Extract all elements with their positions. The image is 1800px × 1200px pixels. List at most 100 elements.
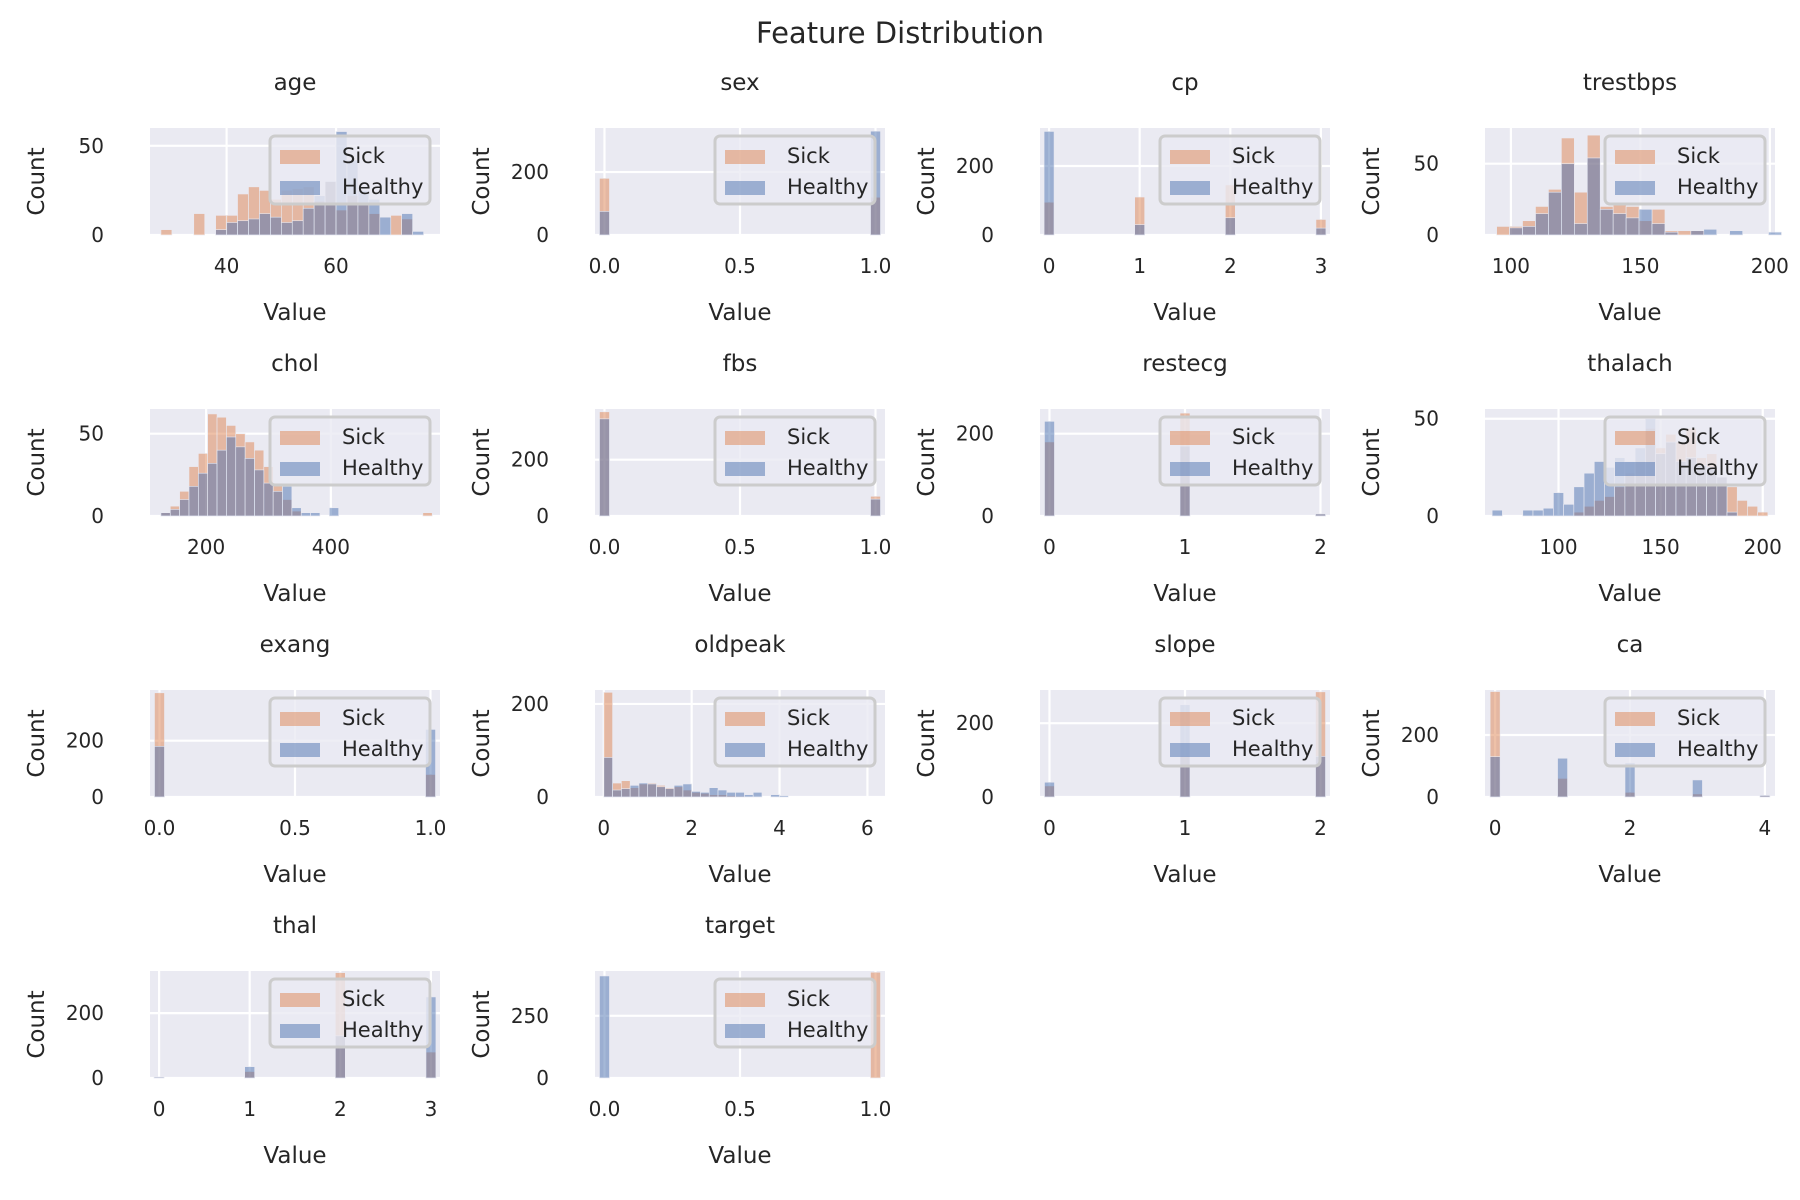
subplot-title: trestbps [1583,70,1677,96]
bar-healthy [1593,461,1605,517]
subplot-title: fbs [723,351,758,377]
x-tick-label: 400 [312,535,350,559]
x-tick-label: 0.5 [724,254,756,278]
legend-swatch [1615,181,1655,195]
subplot-sex: 0.0 0.5 1.0 0 200 sex Value Count Sick Healthy [469,70,891,326]
bar-healthy [300,512,311,517]
y-tick-label: 0 [536,785,549,809]
x-tick-label: 1.0 [860,1097,892,1121]
y-tick-label: 200 [66,729,104,753]
bar-healthy [1651,223,1666,236]
bar-healthy [612,789,622,798]
x-axis-label: Value [1598,300,1661,326]
subplot-title: restecg [1142,351,1228,377]
series-healthy [599,418,881,517]
y-tick-label: 50 [1414,152,1439,176]
legend-swatch [725,181,765,195]
bar-sick [1726,486,1738,517]
y-axis-label: Count [469,428,495,496]
series-healthy [1043,131,1327,236]
legend-swatch [280,712,320,726]
bar-healthy [603,757,613,798]
legend-swatch [280,181,320,195]
legend-swatch [1170,743,1210,757]
subplot-target: 0.0 0.5 1.0 0 250 target Value Count Sick Healthy [469,913,891,1169]
legend: Sick Healthy [268,977,432,1049]
subplot-title: thalach [1587,351,1672,377]
subplot-slope: 0 1 2 0 200 slope Value Count Sick Healthy [914,632,1330,888]
x-tick-label: 3 [425,1097,438,1121]
legend-swatch [280,150,320,164]
bar-healthy [1489,756,1501,798]
bar-healthy [647,783,657,798]
legend-swatch [1615,150,1655,164]
bar-healthy [1557,757,1568,798]
x-tick-label: 1.0 [860,535,892,559]
bar-healthy [1625,217,1640,236]
legend-label: Sick [787,706,831,730]
y-tick-label: 200 [511,448,549,472]
legend-label: Sick [1232,425,1276,449]
bar-healthy [870,498,881,517]
y-axis-label: Count [914,709,940,777]
y-axis-label: Count [24,147,50,215]
x-tick-label: 0.0 [144,816,176,840]
series-healthy [1489,756,1771,798]
bar-healthy [1134,224,1145,236]
legend-swatch [725,993,765,1007]
subplot-title: oldpeak [694,632,786,658]
x-tick-label: 1.0 [860,254,892,278]
bar-healthy [244,458,255,517]
y-tick-label: 0 [1426,504,1439,528]
x-tick-label: 100 [1539,535,1577,559]
bar-sick [1757,511,1769,517]
bar-healthy [226,222,238,236]
legend-label: Sick [342,144,386,168]
bar-healthy [638,782,649,798]
bar-healthy [1624,762,1636,798]
bar-healthy [1726,511,1738,517]
legend-swatch [1170,431,1210,445]
x-tick-label: 1 [1133,254,1146,278]
y-axis-label: Count [469,709,495,777]
bar-healthy [752,792,763,798]
bar-healthy [1664,231,1679,236]
x-tick-label: 0 [1489,816,1502,840]
legend-swatch [725,462,765,476]
bar-healthy [599,211,610,236]
bar-healthy [188,486,199,517]
y-tick-label: 0 [1426,223,1439,247]
bar-healthy [665,788,675,798]
x-tick-label: 6 [861,816,874,840]
bar-healthy [160,512,171,517]
legend-label: Sick [1677,425,1721,449]
subplot-title: age [274,70,317,96]
bar-sick [390,215,402,236]
bar-sick [1747,505,1758,517]
subplot-chol: 200 400 0 50 chol Value Count Sick Healthy [24,351,440,607]
x-tick-label: 4 [773,816,786,840]
x-axis-label: Value [263,300,326,326]
bar-healthy [770,794,780,798]
y-tick-label: 0 [91,223,104,247]
y-tick-label: 0 [91,785,104,809]
x-axis-label: Value [1153,300,1216,326]
y-tick-label: 200 [511,692,549,716]
legend-swatch [280,993,320,1007]
x-tick-label: 40 [214,254,239,278]
bar-healthy [244,1066,255,1079]
bar-healthy [1561,163,1575,236]
bar-healthy [1759,795,1771,798]
x-tick-label: 0.5 [724,1097,756,1121]
bar-healthy [254,469,265,517]
x-tick-label: 2 [1314,816,1327,840]
bar-healthy [621,788,631,798]
bar-healthy [1522,226,1536,236]
y-tick-label: 0 [536,223,549,247]
bar-healthy [1532,509,1544,517]
y-tick-label: 0 [981,504,994,528]
bar-healthy [1574,223,1588,236]
legend-label: Healthy [342,737,423,761]
bar-healthy [291,507,302,517]
legend-label: Sick [1232,706,1276,730]
